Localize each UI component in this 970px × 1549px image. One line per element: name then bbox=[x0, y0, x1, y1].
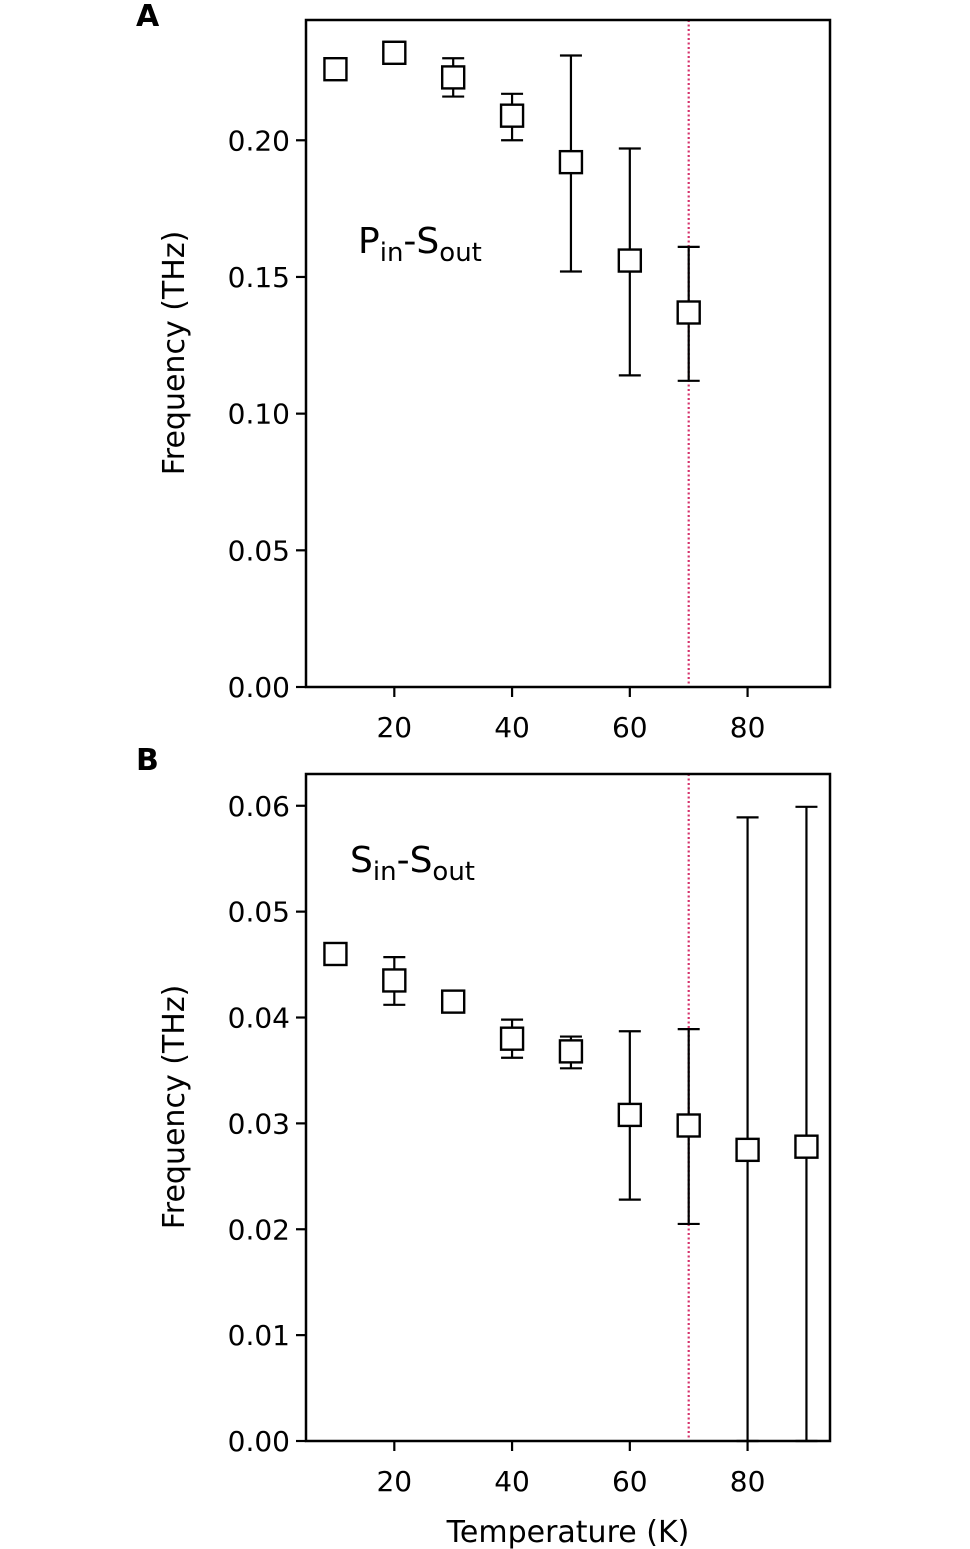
x-tick-label: 80 bbox=[730, 1465, 766, 1498]
data-point bbox=[499, 1026, 525, 1051]
data-point bbox=[323, 941, 348, 967]
data-point bbox=[617, 1102, 643, 1128]
panel-b: B Sin-Sout Frequency (THz) Temperature (… bbox=[136, 743, 832, 1549]
data-point bbox=[499, 103, 525, 128]
x-tick-label: 20 bbox=[376, 1465, 412, 1498]
panel-label: B bbox=[136, 743, 159, 778]
plot-frame bbox=[304, 772, 832, 1443]
x-tick-label: 60 bbox=[612, 711, 648, 744]
y-axis-title: Frequency (THz) bbox=[157, 231, 192, 476]
x-tick-label: 40 bbox=[494, 1465, 530, 1498]
annotation-label: Pin-Sout bbox=[358, 221, 482, 268]
data-point bbox=[382, 40, 407, 66]
data-point bbox=[382, 968, 407, 993]
y-tick-label: 0.04 bbox=[228, 1002, 290, 1035]
data-point bbox=[558, 1039, 584, 1064]
data-point bbox=[617, 248, 643, 273]
data-point bbox=[440, 65, 466, 90]
x-tick-label: 20 bbox=[376, 711, 412, 744]
data-point bbox=[735, 1137, 760, 1163]
y-tick-label: 0.05 bbox=[228, 896, 290, 929]
y-tick-label: 0.01 bbox=[228, 1319, 290, 1352]
data-point bbox=[676, 300, 701, 325]
x-tick-label: 60 bbox=[612, 1465, 648, 1498]
data-point bbox=[676, 1113, 701, 1138]
y-tick-label: 0.10 bbox=[228, 398, 290, 431]
data-point bbox=[794, 1134, 819, 1159]
x-tick-label: 80 bbox=[730, 711, 766, 744]
panel-label: A bbox=[136, 0, 160, 34]
x-axis-title: Temperature (K) bbox=[446, 1515, 690, 1549]
y-tick-label: 0.06 bbox=[228, 790, 290, 823]
y-tick-label: 0.02 bbox=[228, 1213, 290, 1246]
y-axis-title: Frequency (THz) bbox=[157, 985, 192, 1230]
data-point bbox=[323, 57, 348, 82]
y-tick-label: 0.20 bbox=[228, 124, 290, 157]
plot-frame bbox=[304, 18, 832, 689]
data-point bbox=[558, 149, 584, 175]
y-tick-label: 0.15 bbox=[228, 261, 290, 294]
y-tick-label: 0.05 bbox=[228, 534, 290, 567]
y-tick-label: 0.00 bbox=[228, 1425, 290, 1458]
y-tick-label: 0.03 bbox=[228, 1107, 290, 1140]
data-point bbox=[440, 989, 466, 1014]
x-tick-label: 40 bbox=[494, 711, 530, 744]
panel-a: A Pin-Sout Frequency (THz) 0.00 0.05 0.10 0… bbox=[136, 0, 832, 744]
annotation-label: Sin-Sout bbox=[350, 840, 475, 887]
y-tick-label: 0.00 bbox=[228, 671, 290, 704]
